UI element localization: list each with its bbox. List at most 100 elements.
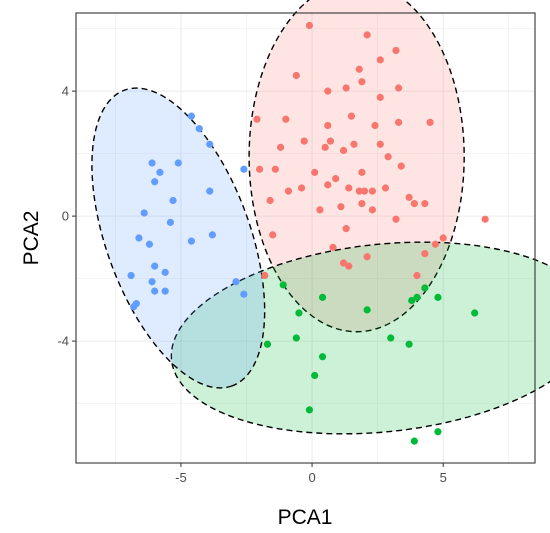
data-point-series-1 xyxy=(345,184,353,192)
data-point-series-3 xyxy=(151,178,159,186)
data-point-series-2 xyxy=(305,406,314,414)
data-point-series-1 xyxy=(269,231,277,239)
data-point-series-1 xyxy=(358,168,366,176)
data-point-series-1 xyxy=(324,87,332,95)
cluster-ellipse-1 xyxy=(248,0,465,333)
data-point-series-2 xyxy=(408,296,416,305)
data-point-series-1 xyxy=(368,206,376,214)
data-point-series-1 xyxy=(368,187,376,195)
data-point-series-1 xyxy=(339,146,348,155)
data-point-series-1 xyxy=(421,250,429,258)
y-tick-label: 0 xyxy=(62,209,69,224)
data-point-series-1 xyxy=(271,165,279,173)
data-point-series-2 xyxy=(279,281,287,289)
data-point-series-1 xyxy=(413,271,421,280)
grid-lines xyxy=(76,13,535,463)
data-point-series-1 xyxy=(355,65,363,73)
data-point-series-1 xyxy=(342,225,350,233)
data-point-series-1 xyxy=(392,215,400,223)
data-point-series-1 xyxy=(384,153,392,161)
data-point-series-3 xyxy=(206,140,214,148)
data-point-series-1 xyxy=(405,193,413,201)
data-point-series-1 xyxy=(276,143,285,151)
x-tick-label: 5 xyxy=(440,470,447,485)
data-point-series-3 xyxy=(240,165,248,173)
data-point-series-1 xyxy=(363,253,371,261)
data-point-series-1 xyxy=(261,271,269,280)
data-point-series-1 xyxy=(376,140,384,148)
data-point-series-2 xyxy=(434,293,442,301)
data-point-series-1 xyxy=(300,137,308,145)
data-point-series-3 xyxy=(208,231,216,239)
data-point-series-1 xyxy=(324,121,332,130)
data-point-series-2 xyxy=(405,340,413,348)
data-point-series-1 xyxy=(305,21,314,30)
cluster-ellipses xyxy=(91,0,550,435)
data-point-series-3 xyxy=(166,218,175,226)
data-point-series-3 xyxy=(174,159,182,167)
data-point-series-3 xyxy=(161,268,169,276)
data-point-series-1 xyxy=(350,140,358,148)
data-point-series-1 xyxy=(282,115,290,123)
panel-background xyxy=(76,13,535,463)
data-point-series-3 xyxy=(187,112,196,120)
data-point-series-1 xyxy=(345,262,353,270)
data-point-series-1 xyxy=(431,240,439,248)
data-point-series-1 xyxy=(395,84,403,92)
data-point-series-2 xyxy=(434,428,442,436)
data-point-series-3 xyxy=(127,271,135,280)
data-point-series-3 xyxy=(151,262,159,270)
data-point-series-1 xyxy=(392,46,400,55)
data-point-series-3 xyxy=(148,278,156,286)
data-point-series-2 xyxy=(471,309,479,317)
x-tick-label: -5 xyxy=(175,470,187,485)
data-point-series-2 xyxy=(410,437,418,445)
data-point-series-1 xyxy=(481,215,489,223)
data-point-series-1 xyxy=(426,118,434,126)
data-point-series-3 xyxy=(130,303,138,311)
data-point-series-1 xyxy=(360,187,369,195)
data-point-series-1 xyxy=(439,234,447,242)
data-point-series-1 xyxy=(324,181,332,189)
data-point-series-1 xyxy=(256,165,264,173)
data-point-series-1 xyxy=(342,84,350,92)
data-point-series-3 xyxy=(140,209,148,217)
data-point-series-2 xyxy=(263,340,272,348)
data-point-series-1 xyxy=(339,259,348,267)
data-point-series-1 xyxy=(316,206,324,214)
data-point-series-2 xyxy=(292,334,300,342)
data-point-series-1 xyxy=(297,184,306,192)
data-point-series-1 xyxy=(347,112,355,120)
data-point-series-1 xyxy=(311,168,319,176)
data-point-series-1 xyxy=(266,196,274,205)
axis-tick-labels: -5 0 5 -4 0 4 xyxy=(57,84,446,485)
data-point-series-1 xyxy=(355,187,363,195)
data-point-series-1 xyxy=(371,121,379,130)
data-point-series-3 xyxy=(156,168,164,176)
data-point-series-1 xyxy=(395,118,403,126)
data-point-series-3 xyxy=(161,287,169,295)
data-point-series-3 xyxy=(195,125,203,133)
data-points xyxy=(127,21,489,445)
data-point-series-1 xyxy=(376,56,384,64)
y-tick-label: -4 xyxy=(57,334,69,349)
data-point-series-1 xyxy=(358,78,366,86)
data-point-series-1 xyxy=(410,200,418,208)
data-point-series-1 xyxy=(253,115,261,123)
data-point-series-3 xyxy=(240,290,248,298)
data-point-series-3 xyxy=(187,237,196,245)
data-point-series-1 xyxy=(376,93,384,101)
data-point-series-1 xyxy=(397,162,405,170)
data-point-series-2 xyxy=(387,334,395,342)
data-point-series-1 xyxy=(332,175,340,183)
data-point-series-2 xyxy=(318,353,327,361)
y-axis-title: PCA2 xyxy=(20,211,43,266)
x-tick-label: 0 xyxy=(308,470,315,485)
data-point-series-2 xyxy=(421,284,429,292)
data-point-series-2 xyxy=(311,371,319,380)
data-point-series-2 xyxy=(295,309,303,317)
data-point-series-1 xyxy=(381,184,390,192)
data-point-series-3 xyxy=(169,196,177,205)
cluster-ellipse-3 xyxy=(91,87,266,389)
